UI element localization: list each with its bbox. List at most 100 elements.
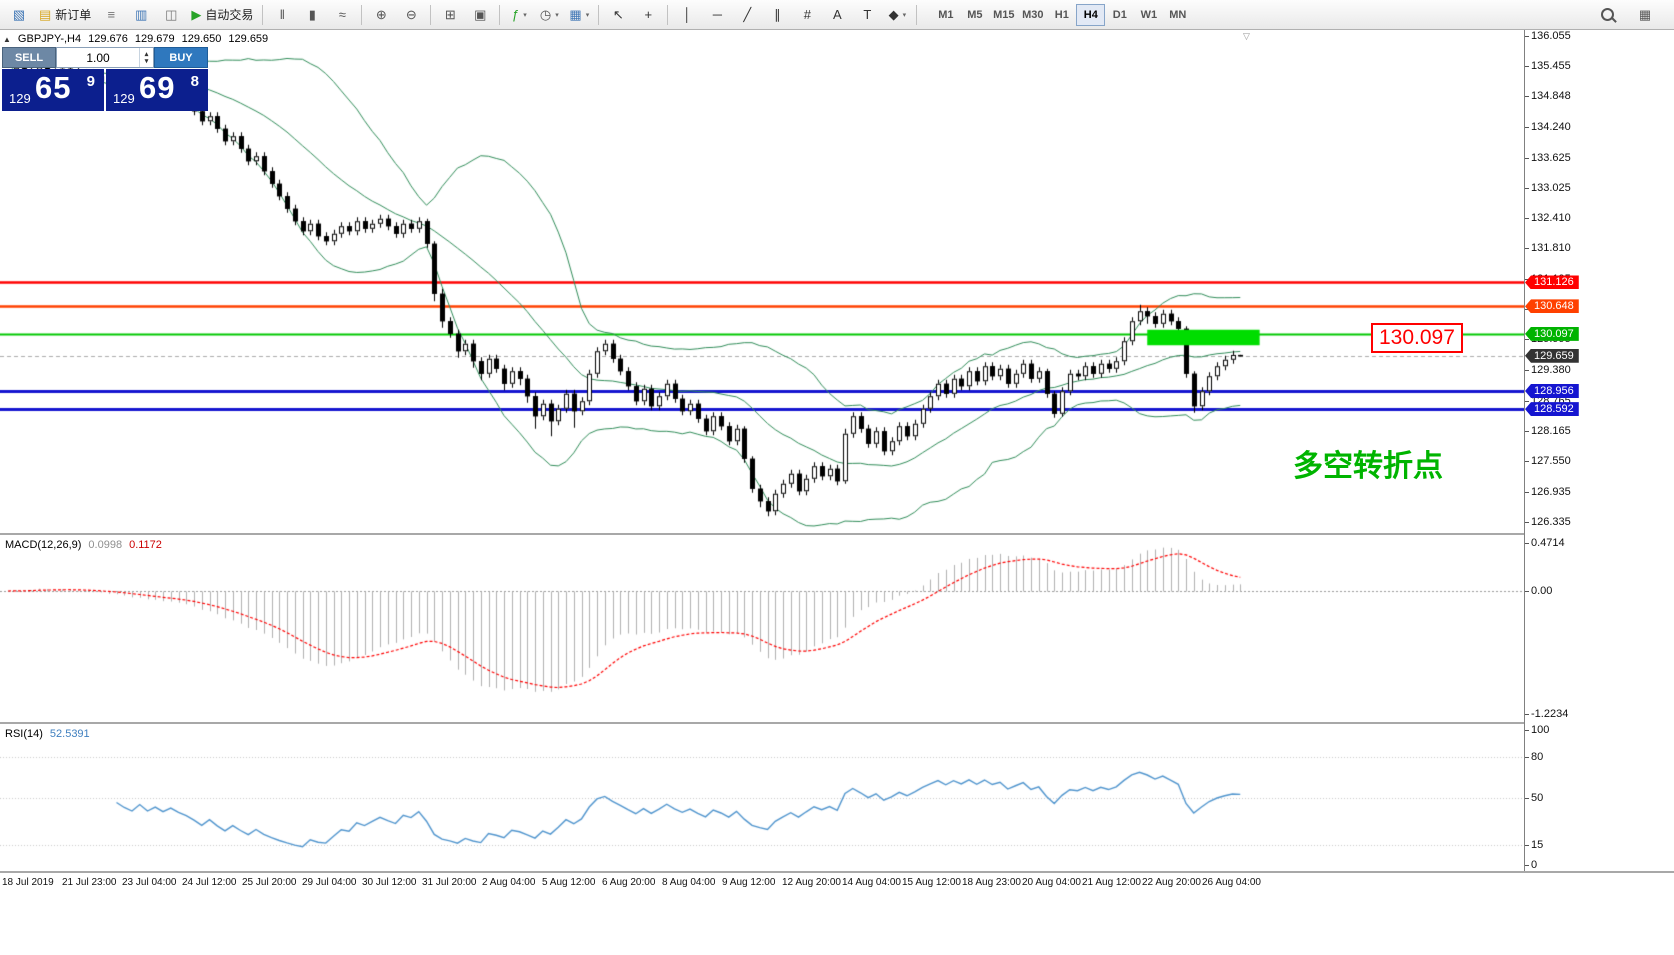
channel-button[interactable]: ∥ [762,3,792,27]
lot-spinner[interactable]: ▴ ▾ [139,48,153,67]
time-axis-label: 31 Jul 20:00 [422,877,477,888]
cursor-button[interactable]: ↖ [603,3,633,27]
text-button[interactable]: A [822,3,852,27]
lot-size-field[interactable]: 1.00 ▴ ▾ [56,47,154,68]
symbol-title: GBPJPY-,H4 [17,33,82,45]
sell-price-panel[interactable]: 129 65 9 [2,69,104,111]
label-button[interactable]: T [852,3,882,27]
ohlc-high: 129.679 [134,33,175,45]
arrows-icon: ◆ [888,7,899,22]
lot-increase-icon[interactable]: ▴ [144,50,149,58]
line-chart-icon: ≈ [338,7,346,22]
timeframe-m1[interactable]: M1 [938,8,954,21]
buy-price-sup: 8 [190,73,199,90]
chart-annotation-text: 多空转折点 [1293,450,1443,483]
new-order-icon: ▤ [39,7,52,22]
price-callout-label: 130.097 [1371,323,1463,353]
buy-price-panel[interactable]: 129 69 8 [106,69,208,111]
autotrading-button-label: 自动交易 [205,8,254,22]
horizontal-line-icon: ─ [712,7,722,22]
price-line-tag: 131.126 [1525,275,1579,290]
timeframe-mn[interactable]: MN [1169,8,1187,21]
price-line-tag: 130.648 [1525,299,1579,314]
toolbar-separator [361,4,363,25]
timeframe-m5[interactable]: M5 [967,8,983,21]
trendline-button[interactable]: ╱ [732,3,762,27]
arrows-button[interactable]: ◆ ▾ [882,3,912,27]
dropdown-caret-icon: ▾ [585,11,590,19]
new-order-button[interactable]: ▤ 新订单 [34,3,96,27]
window-list-button[interactable]: ▦ [1630,3,1660,27]
new-chart-button[interactable]: ▧ [4,3,34,27]
buy-price-prefix: 129 [113,91,135,106]
horizontal-line-button[interactable]: ─ [702,3,732,27]
lot-decrease-icon[interactable]: ▾ [144,57,149,65]
zoom-in-button[interactable]: ⊕ [366,3,396,27]
crosshair-button[interactable]: + [633,3,663,27]
fibonacci-button[interactable]: # [792,3,822,27]
price-line-tag: 129.659 [1525,348,1579,363]
indicators-button[interactable]: ƒ ▾ [504,3,534,27]
timeframe-h4[interactable]: H4 [1076,3,1106,26]
templates-button[interactable]: ▦ ▾ [564,3,594,27]
chart-shift-marker[interactable]: ▽ [1243,31,1250,41]
bar-chart-button[interactable]: ‖ [267,3,297,27]
time-axis-label: 26 Aug 04:00 [1202,877,1261,888]
price-axis-tick: 136.055 [1525,30,1571,42]
label-icon: T [863,7,872,22]
timeframe-w1[interactable]: W1 [1140,8,1158,21]
price-line-tag: 128.956 [1525,383,1579,398]
price-chart-canvas[interactable] [0,30,1524,533]
window-list-icon: ▦ [1638,7,1652,22]
ohlc-low: 129.650 [181,33,222,45]
sell-price-big: 65 [35,70,72,105]
time-axis-label: 21 Jul 23:00 [62,877,117,888]
panel-separator[interactable] [0,722,1674,724]
vertical-line-button[interactable]: │ [672,3,702,27]
time-axis-label: 14 Aug 04:00 [842,877,901,888]
buy-button[interactable]: BUY [154,47,208,68]
toolbar-separator [499,4,501,25]
panel-separator[interactable] [0,533,1674,535]
toolbar-separator [430,4,432,25]
candlestick-chart-button[interactable]: ▮ [297,3,327,27]
tile-windows-button[interactable]: ⊞ [435,3,465,27]
timeframe-h1[interactable]: H1 [1054,8,1069,21]
time-axis-label: 15 Aug 12:00 [902,877,961,888]
toolbar: ▧ ▤ 新订单 ≡ ▥ ◫ ▶ 自动交易 ‖ ▮ ≈ ⊕ ⊖ ⊞ ▣ ƒ ▾ ◷ ▾ ▦ ▾ ↖ + │ ─ ╱ ∥ # A T ◆ ▾ M1… [0,0,1674,30]
timeframe-m30[interactable]: M30 [1022,8,1044,21]
lot-size-value[interactable]: 1.00 [86,50,110,65]
time-axis[interactable]: 18 Jul 2019 21 Jul 23:00 23 Jul 04:00 24 Ju… [0,874,1524,894]
rsi-title: RSI(14) [5,728,43,740]
rsi-canvas[interactable] [0,724,1524,871]
rsi-axis-label: 0 [1524,859,1538,872]
sell-button[interactable]: SELL [2,47,56,68]
templates-icon: ▦ [569,7,582,22]
new-order-button-label: 新订单 [55,8,92,22]
arrange-windows-button[interactable]: ▣ [465,3,495,27]
one-click-trading-panel: SELL 1.00 ▴ ▾ BUY 129 65 9 129 69 8 [2,47,208,111]
fibonacci-icon: # [803,7,811,22]
data-window-button[interactable]: ▥ [126,3,156,27]
search-symbol-button[interactable] [1592,3,1622,27]
autotrading-button[interactable]: ▶ 自动交易 [186,3,258,27]
macd-canvas[interactable] [0,535,1524,722]
line-chart-button[interactable]: ≈ [327,3,357,27]
rsi-value: 52.5391 [49,728,90,740]
panel-separator[interactable] [0,871,1674,873]
buy-price-big: 69 [139,70,176,105]
zoom-out-button[interactable]: ⊖ [396,3,426,27]
price-axis-tick: 127.550 [1525,455,1571,468]
dropdown-caret-icon: ▾ [555,11,559,19]
macd-title: MACD(12,26,9) [5,539,82,551]
timeframe-m15[interactable]: M15 [993,8,1015,21]
vertical-line-icon: │ [683,7,692,22]
indicators-icon: ƒ [511,7,520,22]
trade-panel-toggle[interactable]: ▲ [3,34,11,44]
macd-axis-label: 0.4714 [1525,537,1565,550]
timeframe-d1[interactable]: D1 [1112,8,1127,21]
periods-button[interactable]: ◷ ▾ [534,3,564,27]
strategy-tester-button[interactable]: ◫ [156,3,186,27]
price-axis[interactable]: 136.055 135.455 134.848 134.240 133.625 133.0… [1524,30,1674,871]
market-watch-button[interactable]: ≡ [96,3,126,27]
